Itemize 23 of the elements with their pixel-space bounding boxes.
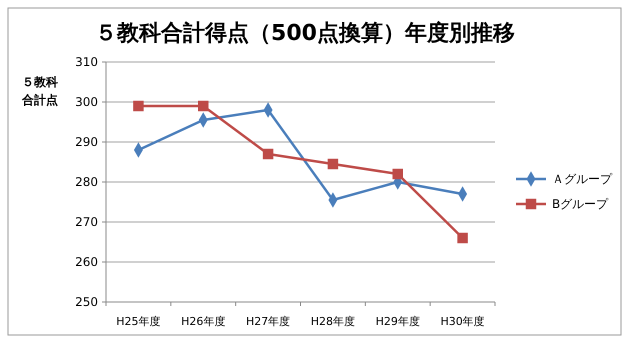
y-tick-label: 270 <box>75 215 98 229</box>
point <box>133 100 144 112</box>
x-tick-label: H25年度 <box>116 315 161 328</box>
point <box>457 232 468 244</box>
x-tick-label: H28年度 <box>310 315 356 328</box>
x-tick-label: H26年度 <box>181 315 226 328</box>
y-tick-label: 300 <box>75 95 98 109</box>
point <box>262 148 274 160</box>
x-tick-label: H29年度 <box>376 315 420 328</box>
point <box>392 168 403 180</box>
y-tick-label: 260 <box>75 255 98 269</box>
y-tick-label: 310 <box>75 55 98 69</box>
y-tick-label: 250 <box>75 295 98 309</box>
chart-title: ５教科合計得点（500点換算）年度別推移 <box>95 20 515 46</box>
legend-label: Bグループ <box>552 197 610 211</box>
x-tick-label: H27年度 <box>246 315 290 328</box>
legend-label: Ａグループ <box>552 172 613 186</box>
point <box>328 158 338 170</box>
y-axis-title: ５教科合計点 <box>21 75 58 107</box>
y-tick-label: 290 <box>75 135 98 149</box>
x-tick-label: H30年度 <box>440 315 485 328</box>
point <box>198 100 208 112</box>
y-tick-label: 280 <box>75 175 98 189</box>
